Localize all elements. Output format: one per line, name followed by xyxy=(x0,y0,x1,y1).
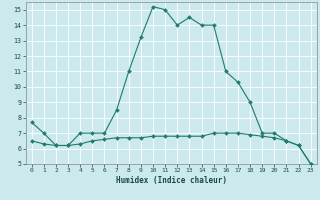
X-axis label: Humidex (Indice chaleur): Humidex (Indice chaleur) xyxy=(116,176,227,185)
